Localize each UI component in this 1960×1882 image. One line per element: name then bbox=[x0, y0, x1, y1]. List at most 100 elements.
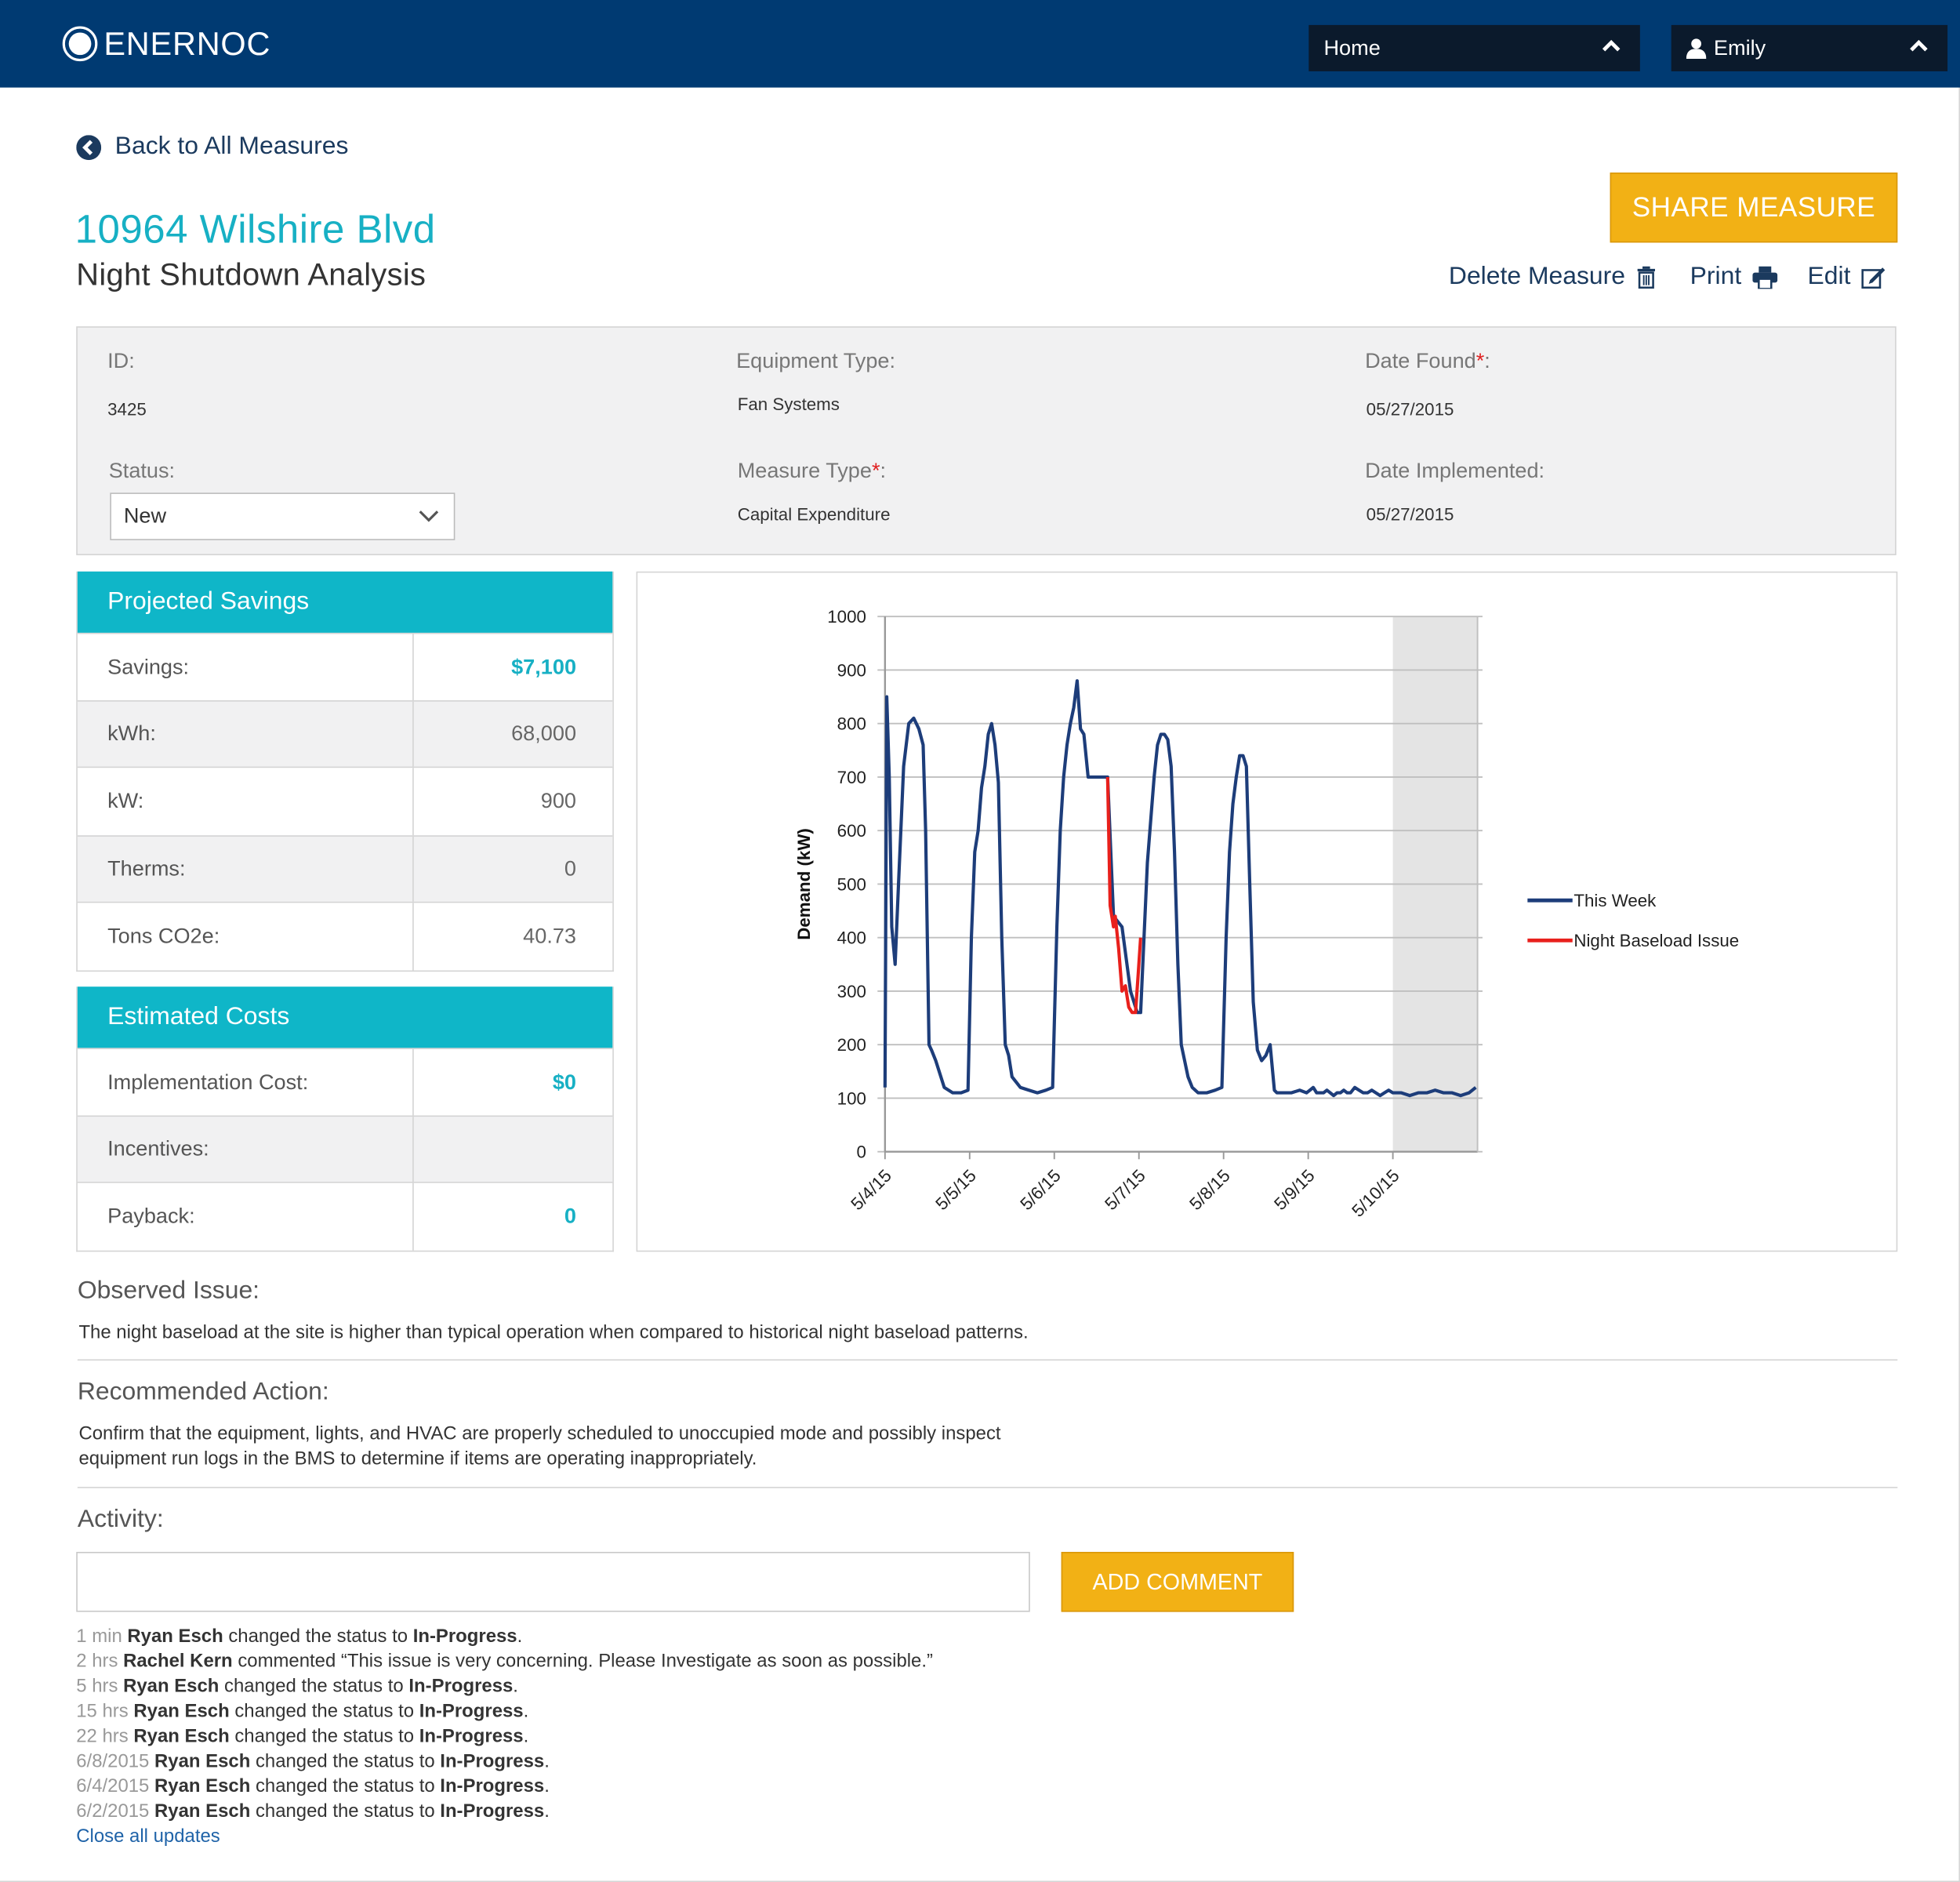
chart-x-tick-label: 5/7/15 bbox=[1101, 1165, 1149, 1214]
activity-heading: Activity: bbox=[77, 1506, 164, 1534]
id-value: 3425 bbox=[107, 398, 147, 420]
chart-y-tick-label: 1000 bbox=[827, 607, 866, 627]
status-label: Status: bbox=[108, 459, 176, 483]
date-implemented-label: Date Implemented: bbox=[1365, 459, 1545, 483]
back-link-label: Back to All Measures bbox=[114, 133, 349, 161]
close-all-updates-link[interactable]: Close all updates bbox=[76, 1826, 220, 1847]
chart-x-tick-label: 5/8/15 bbox=[1185, 1165, 1234, 1214]
observed-issue-text: The night baseload at the site is higher… bbox=[78, 1321, 1029, 1343]
estimated-costs-table: Estimated Costs Implementation Cost: $0 … bbox=[76, 986, 614, 1252]
projected-savings-table: Projected Savings Savings: $7,100 kWh: 6… bbox=[76, 571, 614, 972]
divider bbox=[77, 1487, 1898, 1488]
logo-mark-icon bbox=[62, 26, 98, 62]
delete-measure-label: Delete Measure bbox=[1448, 262, 1626, 290]
table-row: kW: 900 bbox=[77, 766, 613, 836]
table-row: Payback: 0 bbox=[77, 1181, 613, 1251]
measure-type-value: Capital Expenditure bbox=[737, 503, 891, 525]
row-label: Therms: bbox=[78, 836, 414, 902]
legend-label: This Week bbox=[1573, 891, 1657, 910]
back-to-all-measures-link[interactable]: Back to All Measures bbox=[76, 133, 348, 162]
home-nav-label: Home bbox=[1323, 35, 1381, 60]
enernoc-logo[interactable]: ENERNOC bbox=[62, 24, 271, 64]
activity-feed: 1 min Ryan Esch changed the status to In… bbox=[76, 1625, 933, 1850]
divider bbox=[77, 1359, 1898, 1361]
chart-y-tick-label: 800 bbox=[837, 714, 866, 734]
equipment-type-label: Equipment Type: bbox=[736, 348, 896, 373]
edit-icon bbox=[1862, 267, 1886, 289]
demand-chart-panel: 0 100 200 300 400 500 600 700 800 900 1000 5/4/15 5/… bbox=[636, 571, 1898, 1252]
list-item: 5 hrs Ryan Esch changed the status to In… bbox=[76, 1675, 518, 1698]
measure-details-panel: ID: 3425 Equipment Type: Fan Systems Dat… bbox=[76, 326, 1896, 556]
row-value: 68,000 bbox=[511, 721, 577, 746]
list-item: 6/4/2015 Ryan Esch changed the status to… bbox=[76, 1775, 550, 1797]
chevron-up-icon bbox=[1602, 39, 1621, 52]
row-value: $0 bbox=[552, 1070, 577, 1094]
user-menu-dropdown[interactable]: Emily bbox=[1671, 24, 1948, 71]
trash-icon bbox=[1637, 265, 1656, 289]
status-selected-value: New bbox=[123, 503, 167, 528]
home-nav-dropdown[interactable]: Home bbox=[1308, 24, 1640, 71]
recommended-action-line: Confirm that the equipment, lights, and … bbox=[78, 1422, 1001, 1444]
date-found-value: 05/27/2015 bbox=[1366, 398, 1454, 420]
page-title: 10964 Wilshire Blvd bbox=[74, 206, 436, 252]
user-icon bbox=[1686, 38, 1707, 59]
print-button[interactable]: Print bbox=[1690, 263, 1778, 292]
page-subtitle: Night Shutdown Analysis bbox=[76, 257, 426, 293]
list-item: 6/8/2015 Ryan Esch changed the status to… bbox=[76, 1750, 550, 1772]
chart-x-tick-label: 5/4/15 bbox=[847, 1165, 895, 1214]
row-label: Savings: bbox=[78, 634, 414, 701]
chart-y-tick-label: 500 bbox=[837, 874, 866, 894]
chart-x-tick-label: 5/5/15 bbox=[931, 1165, 980, 1214]
user-name: Emily bbox=[1713, 35, 1766, 60]
id-label: ID: bbox=[107, 348, 135, 373]
row-value: 0 bbox=[564, 1204, 577, 1228]
projected-savings-heading: Projected Savings bbox=[77, 571, 613, 633]
chart-y-tick-label: 400 bbox=[837, 928, 866, 948]
measure-type-label: Measure Type*: bbox=[737, 459, 887, 483]
legend-label: Night Baseload Issue bbox=[1573, 931, 1739, 950]
chart-y-tick-label: 600 bbox=[837, 821, 866, 841]
equipment-type-value: Fan Systems bbox=[737, 394, 840, 414]
row-label: Payback: bbox=[78, 1183, 414, 1251]
row-value: 40.73 bbox=[523, 924, 577, 948]
logo-text: ENERNOC bbox=[103, 24, 271, 62]
estimated-costs-heading: Estimated Costs bbox=[77, 986, 613, 1048]
date-found-label: Date Found*: bbox=[1365, 348, 1490, 373]
row-value bbox=[414, 1117, 613, 1182]
row-label: kW: bbox=[78, 768, 414, 836]
chart-y-tick-label: 100 bbox=[837, 1088, 866, 1108]
table-row: Therms: 0 bbox=[77, 835, 613, 902]
table-row: Tons CO2e: 40.73 bbox=[77, 901, 613, 971]
share-measure-button[interactable]: SHARE MEASURE bbox=[1610, 173, 1898, 243]
chart-x-tick-label: 5/6/15 bbox=[1016, 1165, 1065, 1214]
row-value: $7,100 bbox=[511, 654, 577, 679]
table-row: kWh: 68,000 bbox=[77, 700, 613, 767]
chart-y-tick-label: 200 bbox=[837, 1035, 866, 1055]
recommended-action-line: equipment run logs in the BMS to determi… bbox=[78, 1448, 757, 1470]
chevron-down-icon bbox=[419, 510, 439, 522]
date-implemented-value: 05/27/2015 bbox=[1366, 503, 1454, 525]
chart-y-tick-label: 900 bbox=[837, 660, 866, 680]
add-comment-button[interactable]: ADD COMMENT bbox=[1061, 1552, 1294, 1612]
table-row: Savings: $7,100 bbox=[77, 632, 613, 701]
demand-chart: 0 100 200 300 400 500 600 700 800 900 1000 5/4/15 5/… bbox=[794, 607, 1739, 1221]
recommended-action-heading: Recommended Action: bbox=[77, 1378, 329, 1406]
recommended-action-text: Confirm that the equipment, lights, and … bbox=[78, 1422, 1000, 1472]
chart-x-tick-label: 5/9/15 bbox=[1270, 1165, 1319, 1214]
table-row: Incentives: bbox=[77, 1115, 613, 1182]
comment-input[interactable] bbox=[76, 1552, 1030, 1612]
chart-y-tick-label: 300 bbox=[837, 982, 866, 1001]
row-value: 900 bbox=[540, 789, 577, 813]
delete-measure-button[interactable]: Delete Measure bbox=[1449, 263, 1657, 292]
printer-icon bbox=[1752, 265, 1778, 289]
chevron-up-icon bbox=[1910, 39, 1928, 52]
observed-issue-heading: Observed Issue: bbox=[77, 1277, 260, 1305]
row-label: Tons CO2e: bbox=[78, 903, 414, 971]
chart-series-line-0 bbox=[883, 679, 1477, 1098]
edit-button[interactable]: Edit bbox=[1808, 263, 1887, 292]
chart-y-tick-label: 700 bbox=[837, 768, 866, 787]
status-select[interactable]: New bbox=[110, 492, 456, 540]
back-arrow-circle-icon bbox=[76, 134, 102, 160]
row-label: kWh: bbox=[78, 701, 414, 767]
